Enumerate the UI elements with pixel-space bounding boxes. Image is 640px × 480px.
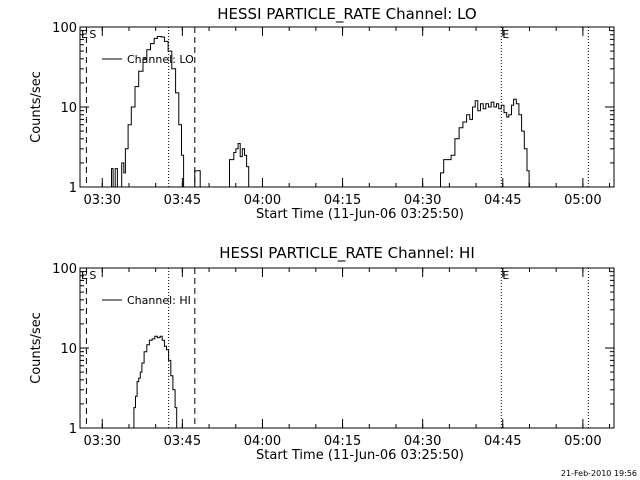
x-tick-label: 04:30 bbox=[404, 193, 441, 208]
series-line-hi bbox=[132, 335, 178, 429]
legend-label: Channel: LO bbox=[127, 53, 194, 66]
x-tick-label: 04:15 bbox=[324, 434, 361, 449]
y-tick-label: 1 bbox=[69, 181, 77, 196]
x-tick-label: 05:00 bbox=[564, 193, 601, 208]
y-tick-label: 10 bbox=[60, 101, 77, 116]
x-axis-label: Start Time (11-Jun-06 03:25:50) bbox=[256, 207, 464, 222]
x-tick-label: 03:45 bbox=[164, 193, 201, 208]
marker-label-e-left: E bbox=[81, 269, 88, 282]
y-tick-label: 100 bbox=[52, 21, 77, 36]
series-line-lo bbox=[109, 36, 185, 188]
legend-label: Channel: HI bbox=[127, 294, 191, 307]
timestamp-label: 21-Feb-2010 19:56 bbox=[561, 469, 637, 478]
x-tick-label: 04:00 bbox=[244, 434, 281, 449]
x-tick-label: 03:30 bbox=[84, 193, 121, 208]
marker-label-s: S bbox=[89, 28, 96, 41]
chart-title: HESSI PARTICLE_RATE Channel: HI bbox=[219, 244, 475, 263]
y-tick-label: 10 bbox=[60, 342, 77, 357]
chart-panel-hi: HESSI PARTICLE_RATE Channel: HI 03:30 03:4… bbox=[29, 244, 615, 463]
x-tick-label: 03:30 bbox=[84, 434, 121, 449]
y-axis-label: Counts/sec bbox=[29, 312, 44, 384]
y-axis-label: Counts/sec bbox=[29, 71, 44, 143]
x-tick-label: 04:45 bbox=[484, 434, 521, 449]
series-line-lo bbox=[437, 98, 530, 188]
marker-label-e: E bbox=[502, 28, 509, 41]
marker-label-e-left: E bbox=[81, 28, 88, 41]
plot-frame bbox=[79, 26, 615, 188]
series-line-lo bbox=[192, 170, 201, 188]
x-tick-label: 04:30 bbox=[404, 434, 441, 449]
chart-title: HESSI PARTICLE_RATE Channel: LO bbox=[217, 5, 476, 24]
x-axis-label: Start Time (11-Jun-06 03:25:50) bbox=[256, 448, 464, 463]
chart-panel-lo: HESSI PARTICLE_RATE Channel: LO 03:30 03:4… bbox=[29, 5, 615, 222]
x-tick-label: 03:45 bbox=[164, 434, 201, 449]
y-tick-label: 1 bbox=[69, 422, 77, 437]
marker-label-s: S bbox=[89, 269, 96, 282]
y-tick-label: 100 bbox=[52, 262, 77, 277]
x-tick-label: 04:15 bbox=[324, 193, 361, 208]
x-tick-label: 04:45 bbox=[484, 193, 521, 208]
x-tick-label: 04:00 bbox=[244, 193, 281, 208]
marker-label-e: E bbox=[502, 269, 509, 282]
x-tick-label: 05:00 bbox=[564, 434, 601, 449]
plot-frame bbox=[79, 267, 615, 429]
series-line-lo bbox=[226, 143, 250, 188]
